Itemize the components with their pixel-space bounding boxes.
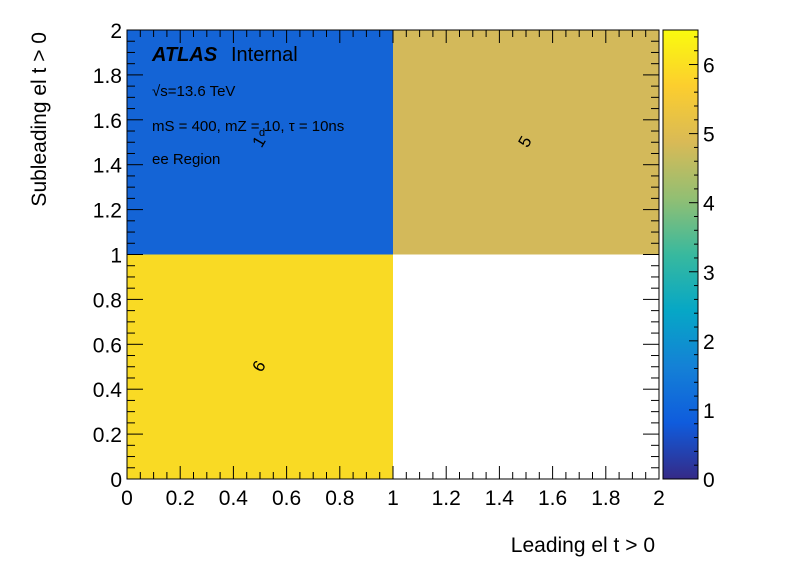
z-tick-label: 0 [703,469,715,492]
y-tick-label: 0.8 [93,289,122,312]
x-tick-label: 1 [387,487,399,510]
x-axis-label: Leading el t > 0 [511,534,655,557]
heatmap-cell [127,254,393,479]
z-tick-label: 1 [703,400,715,423]
y-tick-label: 0.4 [93,379,123,402]
y-tick-label: 1.2 [93,200,122,223]
x-tick-label: 0.2 [166,487,195,510]
x-axis-ticks: 0 0.2 0.4 0.6 0.8 1 1.2 1.4 1.6 1.8 2 [121,30,665,510]
region-label: ee Region [152,151,220,168]
atlas-bold-text: ATLAS [151,44,218,66]
y-axis-ticks: 0 0.2 0.4 0.6 0.8 1 1.2 1.4 1.6 1.8 2 [93,20,659,492]
colorbar [662,29,699,480]
x-tick-label: 1.4 [485,487,515,510]
model-subscript: d [259,127,265,139]
x-tick-label: 0 [121,487,133,510]
atlas-internal-text: Internal [231,44,298,66]
y-tick-label: 2 [110,20,122,43]
x-tick-label: 1.6 [538,487,567,510]
atlas-label: ATLAS Internal [151,44,298,66]
heatmap-cell [127,30,393,255]
x-tick-label: 0.8 [325,487,354,510]
y-tick-label: 0.6 [93,334,122,357]
y-tick-label: 1.4 [93,155,123,178]
heatmap-cell [393,30,659,255]
z-tick-label: 5 [703,124,715,147]
y-tick-label: 1.8 [93,65,122,88]
model-label: mS = 400, mZ = 10, τ = 10ns [152,118,344,135]
z-tick-label: 4 [703,193,715,216]
z-tick-label: 3 [703,262,715,285]
heatmap-cells [127,30,659,479]
x-tick-label: 0.6 [272,487,301,510]
x-tick-label: 2 [653,487,665,510]
y-tick-label: 0 [110,469,122,492]
x-tick-label: 1.2 [432,487,461,510]
colorbar-ticks: 0 1 2 3 4 5 6 [689,36,715,492]
y-tick-label: 1.6 [93,110,122,133]
x-tick-label: 1.8 [591,487,620,510]
x-tick-label: 0.4 [219,487,249,510]
z-tick-label: 6 [703,55,715,78]
y-tick-label: 0.2 [93,424,122,447]
y-tick-label: 1 [110,245,122,268]
y-axis-label: Subleading el t > 0 [28,32,51,207]
energy-label: √s=13.6 TeV [152,83,235,100]
z-tick-label: 2 [703,331,715,354]
